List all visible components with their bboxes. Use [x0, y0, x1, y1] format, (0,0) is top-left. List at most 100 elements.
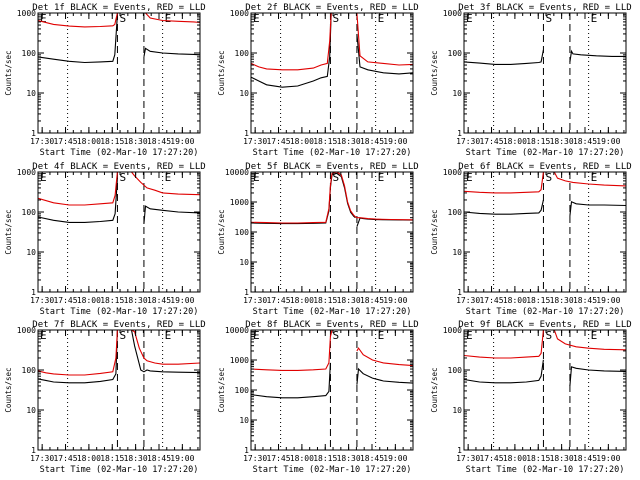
y-tick-label: 10	[26, 89, 36, 98]
series-line-events	[251, 362, 331, 399]
series-line-events	[130, 330, 200, 374]
y-tick-label: 1000	[17, 326, 36, 335]
x-tick-label: 17:45	[53, 137, 77, 146]
chart-title: Det 3f BLACK = Events, RED = LLD	[458, 3, 631, 13]
y-tick-label: 1	[457, 446, 462, 455]
x-tick-label: 17:30	[30, 137, 54, 146]
x-tick-label: 17:30	[30, 454, 54, 463]
plot-frame	[37, 171, 201, 293]
event-marker-label: E	[40, 12, 47, 25]
y-tick-label: 10	[239, 416, 249, 425]
x-tick-label: 18:15	[526, 137, 550, 146]
y-tick-label: 1	[31, 288, 36, 297]
series-line-lld	[143, 13, 200, 24]
chart-title: Det 9f BLACK = Events, RED = LLD	[458, 320, 631, 330]
y-tick-label: 100	[22, 208, 37, 217]
event-marker-label: S	[119, 329, 126, 342]
x-tick-label: 18:15	[100, 454, 124, 463]
x-axis-title: Start Time (02-Mar-10 17:27:20)	[253, 148, 412, 158]
y-tick-label: 10	[452, 406, 462, 415]
x-axis-title: Start Time (02-Mar-10 17:27:20)	[466, 148, 625, 158]
series-group	[464, 49, 626, 65]
x-tick-label: 18:45	[147, 137, 171, 146]
series-line-lld	[356, 13, 413, 66]
x-tick-label: 17:45	[53, 454, 77, 463]
x-tick-label: 19:00	[596, 296, 620, 305]
chart-title: Det 4f BLACK = Events, RED = LLD	[32, 162, 205, 172]
y-axis-title: Counts/sec	[217, 209, 226, 254]
x-tick-label: 17:30	[243, 137, 267, 146]
y-tick-label: 1000	[443, 168, 462, 177]
series-group	[251, 172, 413, 227]
event-marker-label: E	[165, 12, 172, 25]
y-tick-label: 10	[26, 248, 36, 257]
event-marker-label: E	[466, 329, 473, 342]
x-tick-label: 18:15	[526, 454, 550, 463]
x-tick-label: 17:45	[266, 137, 290, 146]
series-line-events	[569, 366, 626, 386]
y-tick-label: 1	[31, 129, 36, 138]
x-axis-title: Start Time (02-Mar-10 17:27:20)	[40, 465, 199, 475]
x-tick-label: 19:00	[170, 454, 194, 463]
y-tick-label: 100	[448, 366, 463, 375]
y-axis-title: Counts/sec	[217, 50, 226, 95]
x-tick-label: 18:00	[503, 454, 527, 463]
y-tick-label: 1000	[230, 356, 249, 365]
y-tick-label: 1	[457, 129, 462, 138]
event-marker-label: E	[591, 12, 598, 25]
chart-title: Det 8f BLACK = Events, RED = LLD	[245, 320, 418, 330]
series-line-events	[569, 49, 626, 62]
x-tick-label: 19:00	[170, 137, 194, 146]
series-line-events	[464, 49, 544, 65]
y-tick-label: 100	[448, 208, 463, 217]
series-line-events	[251, 13, 332, 88]
x-axis-title: Start Time (02-Mar-10 17:27:20)	[253, 465, 412, 475]
x-tick-label: 18:00	[290, 454, 314, 463]
series-line-events	[569, 201, 626, 216]
x-tick-label: 19:00	[596, 454, 620, 463]
series-group	[251, 13, 413, 88]
x-tick-label: 18:45	[573, 454, 597, 463]
event-marker-label: E	[165, 329, 172, 342]
plot-frame	[250, 12, 414, 134]
series-line-lld	[251, 13, 332, 71]
series-line-events	[38, 330, 118, 384]
plot-frame	[250, 329, 414, 451]
y-tick-label: 10000	[225, 326, 249, 335]
x-tick-label: 17:30	[456, 296, 480, 305]
y-axis-title: Counts/sec	[217, 367, 226, 412]
x-tick-label: 18:30	[124, 454, 148, 463]
series-line-lld	[131, 330, 200, 365]
event-marker-label: S	[332, 329, 339, 342]
series-line-lld	[553, 172, 626, 187]
x-tick-label: 18:15	[526, 296, 550, 305]
series-line-events	[464, 359, 544, 384]
event-marker-label: E	[165, 171, 172, 184]
x-tick-label: 19:00	[596, 137, 620, 146]
y-tick-label: 1000	[17, 168, 36, 177]
x-tick-label: 18:00	[77, 296, 101, 305]
series-line-lld	[38, 330, 118, 376]
event-marker-label: S	[332, 12, 339, 25]
chart-title: Det 7f BLACK = Events, RED = LLD	[32, 320, 205, 330]
y-tick-label: 1000	[443, 326, 462, 335]
x-tick-label: 18:30	[550, 454, 574, 463]
series-line-lld	[38, 172, 118, 206]
chart-title: Det 5f BLACK = Events, RED = LLD	[245, 162, 418, 172]
x-tick-label: 18:15	[313, 296, 337, 305]
series-line-lld	[464, 172, 544, 194]
event-marker-label: E	[378, 12, 385, 25]
x-tick-label: 17:45	[479, 137, 503, 146]
y-tick-label: 10000	[225, 168, 249, 177]
event-marker-label: S	[119, 12, 126, 25]
event-marker-label: S	[545, 12, 552, 25]
y-tick-label: 1000	[443, 9, 462, 18]
event-marker-label: E	[378, 329, 385, 342]
y-tick-label: 10	[239, 89, 249, 98]
x-tick-label: 18:30	[337, 137, 361, 146]
series-group	[38, 13, 200, 64]
x-axis-title: Start Time (02-Mar-10 17:27:20)	[466, 465, 625, 475]
